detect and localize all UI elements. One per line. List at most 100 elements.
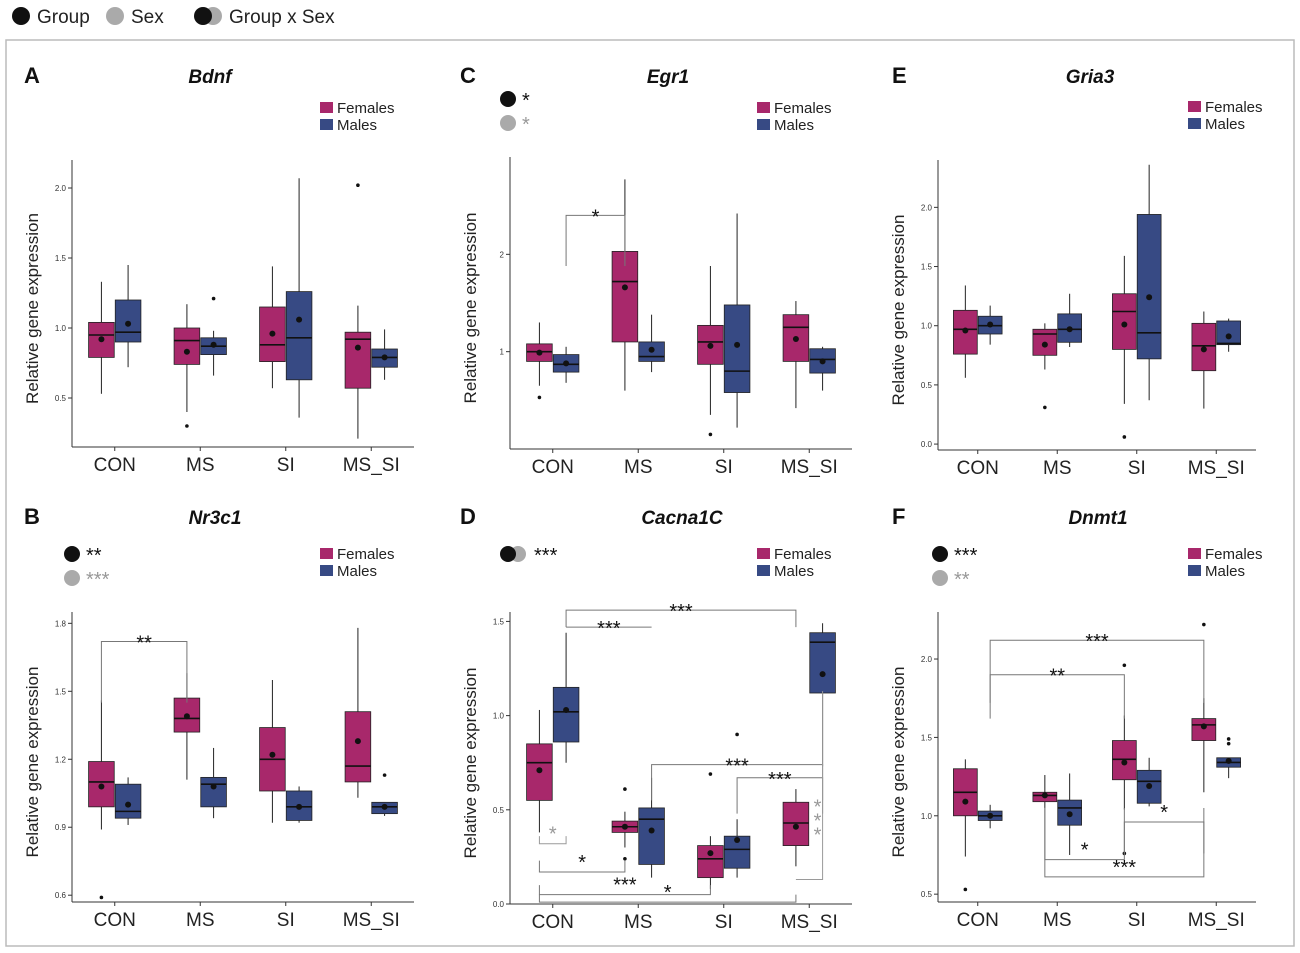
panel-letter: A bbox=[24, 63, 40, 88]
outlier-point bbox=[1122, 663, 1127, 668]
y-tick-label: 1.5 bbox=[55, 254, 67, 263]
box-males-si bbox=[723, 213, 751, 428]
box-females-con bbox=[526, 322, 553, 400]
box-body bbox=[114, 783, 142, 819]
bracket-stars: *** bbox=[669, 601, 693, 623]
bracket-stars: * bbox=[592, 206, 600, 228]
sex-legend-dot bbox=[106, 7, 124, 25]
top-legend: Group Sex Group x Sex bbox=[12, 7, 335, 28]
sig-bracket: ** bbox=[100, 632, 188, 703]
panel-title: Cacna1C bbox=[641, 508, 723, 529]
mean-point bbox=[210, 341, 217, 348]
box-females-si bbox=[259, 266, 286, 389]
bracket-stars: *** bbox=[597, 618, 621, 640]
figure-frame bbox=[5, 39, 1295, 947]
legend-swatch-males bbox=[757, 119, 770, 130]
legend-swatch-males bbox=[320, 565, 333, 576]
mean-point bbox=[1041, 792, 1048, 799]
box-males-con bbox=[552, 346, 580, 383]
sig-bracket: * bbox=[538, 882, 797, 904]
mean-point bbox=[1225, 333, 1232, 340]
mean-point bbox=[210, 783, 217, 790]
box-females-con bbox=[953, 285, 978, 378]
y-axis-label: Relative gene expression bbox=[461, 213, 480, 404]
panel-letter: E bbox=[892, 63, 907, 88]
box-males-con bbox=[114, 265, 142, 368]
legend-label-males: Males bbox=[1205, 116, 1245, 133]
box-body bbox=[285, 790, 313, 821]
legend-swatch-males bbox=[320, 119, 333, 130]
box-males-ms bbox=[638, 314, 665, 373]
bracket-line bbox=[989, 674, 1125, 719]
box-males-ms_si bbox=[371, 329, 398, 380]
effect-group-dot bbox=[500, 91, 516, 107]
mean-point bbox=[1121, 759, 1128, 766]
x-tick-label: MS bbox=[1043, 458, 1072, 479]
y-tick-label: 2.0 bbox=[921, 655, 933, 664]
bracket-stars: * bbox=[1160, 802, 1168, 824]
box-body bbox=[344, 331, 372, 389]
legend-swatch-females bbox=[320, 548, 333, 559]
panel-letter: D bbox=[460, 504, 476, 529]
x-tick-label: SI bbox=[715, 912, 733, 933]
outlier-point bbox=[211, 296, 216, 301]
box-males-ms_si bbox=[1216, 318, 1241, 352]
outlier-point bbox=[963, 887, 968, 892]
x-tick-label: MS_SI bbox=[1188, 910, 1245, 931]
x-tick-label: MS bbox=[186, 455, 215, 476]
mean-point bbox=[1225, 757, 1232, 764]
box-females-ms_si bbox=[782, 301, 810, 409]
panel-title: Nr3c1 bbox=[189, 508, 242, 529]
legend-label-females: Females bbox=[774, 100, 832, 117]
y-tick-label: 1.2 bbox=[55, 755, 67, 764]
outlier-point bbox=[1202, 622, 1206, 627]
x-tick-label: MS bbox=[624, 457, 653, 478]
mean-point bbox=[536, 767, 543, 774]
box-females-ms bbox=[1032, 775, 1058, 808]
mean-point bbox=[563, 706, 570, 713]
legend-label-males: Males bbox=[1205, 563, 1245, 580]
mean-point bbox=[98, 336, 105, 343]
y-tick-label: 1.0 bbox=[55, 324, 67, 333]
box-females-ms_si bbox=[782, 789, 810, 867]
box-males-si bbox=[723, 732, 751, 878]
y-tick-label: 1.5 bbox=[55, 687, 67, 696]
effect-sex-stars: *** bbox=[86, 569, 110, 591]
mean-point bbox=[962, 798, 969, 805]
mean-point bbox=[563, 360, 570, 367]
mean-point bbox=[1146, 783, 1153, 789]
x-tick-label: SI bbox=[1128, 458, 1146, 479]
box-females-ms_si bbox=[344, 627, 372, 798]
box-males-ms bbox=[200, 747, 227, 819]
effect-group-stars: * bbox=[522, 90, 530, 112]
y-tick-label: 0.0 bbox=[921, 440, 933, 449]
mean-point bbox=[707, 342, 714, 349]
panel-letter: B bbox=[24, 504, 40, 529]
box-females-si bbox=[1112, 663, 1137, 856]
mean-point bbox=[621, 823, 628, 830]
sig-bracket: ** bbox=[989, 666, 1125, 719]
effect-group-dot bbox=[500, 546, 516, 562]
box-females-ms_si bbox=[1191, 622, 1217, 793]
x-tick-label: SI bbox=[715, 457, 733, 478]
bracket-line bbox=[1044, 807, 1205, 878]
box-males-ms bbox=[1057, 293, 1082, 348]
box-body bbox=[552, 686, 580, 743]
mean-point bbox=[183, 348, 190, 355]
outlier-point bbox=[1043, 405, 1047, 410]
box-body bbox=[173, 327, 201, 365]
mean-point bbox=[269, 751, 276, 758]
legend-swatch-females bbox=[1188, 101, 1201, 112]
box-males-con bbox=[977, 305, 1003, 345]
group-legend-dot bbox=[12, 7, 30, 25]
legend-swatch-females bbox=[1188, 548, 1201, 559]
mean-point bbox=[819, 671, 826, 678]
mean-point bbox=[962, 327, 969, 334]
bracket-stars: *** bbox=[768, 769, 792, 791]
box-females-con bbox=[953, 759, 978, 892]
x-tick-label: MS_SI bbox=[1188, 458, 1245, 479]
x-tick-label: CON bbox=[957, 910, 999, 931]
